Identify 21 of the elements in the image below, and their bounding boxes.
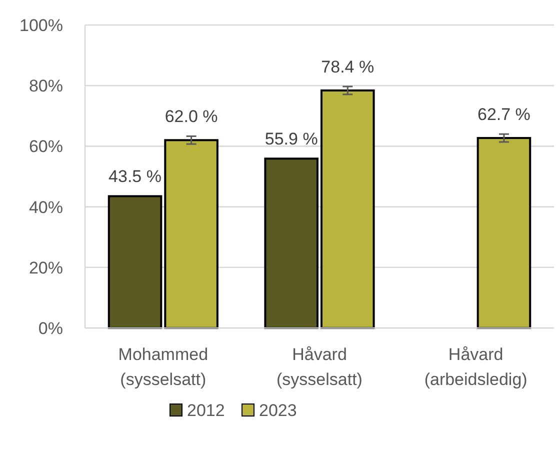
data-label: 62.0 % bbox=[164, 107, 218, 126]
data-label: 62.7 % bbox=[478, 105, 530, 124]
y-tick-label: 100% bbox=[20, 16, 63, 35]
data-label: 55.9 % bbox=[264, 130, 318, 149]
bar bbox=[320, 89, 375, 329]
y-tick-label: 20% bbox=[28, 258, 63, 278]
bar bbox=[164, 139, 218, 329]
y-tick-label: 0% bbox=[38, 318, 63, 338]
y-tick-label: 40% bbox=[28, 198, 63, 217]
data-label: 43.5 % bbox=[108, 167, 162, 186]
x-tick-label: Håvard (sysselsatt) bbox=[276, 345, 362, 389]
bar bbox=[264, 158, 318, 329]
legend-label: 2023 bbox=[259, 400, 297, 420]
bar bbox=[108, 195, 162, 329]
legend-label: 2012 bbox=[187, 400, 225, 420]
x-tick-label: Håvard (arbeidsledig) bbox=[424, 345, 528, 389]
data-label: 78.4 % bbox=[321, 58, 374, 77]
x-tick-label: Mohammed (sysselsatt) bbox=[118, 345, 208, 389]
bar bbox=[476, 137, 532, 329]
y-tick-label: 80% bbox=[28, 76, 63, 96]
y-tick-label: 60% bbox=[28, 137, 63, 156]
